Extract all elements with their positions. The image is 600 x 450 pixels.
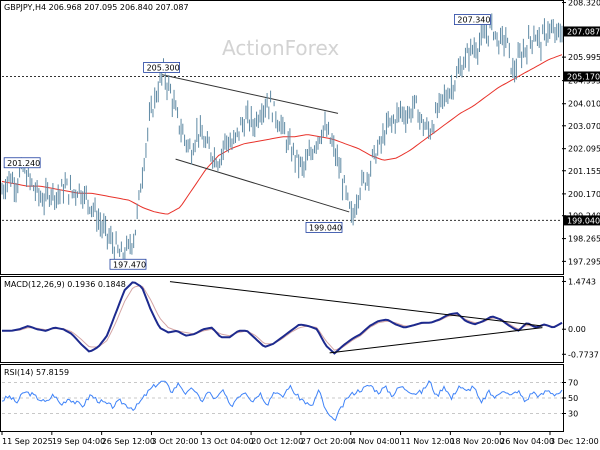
annotation-label: 201.240	[7, 159, 40, 168]
annotation-box	[109, 258, 147, 270]
moving-average-line	[1, 54, 563, 215]
macd-title: MACD(12,26,9) 0.1936 0.1848	[4, 280, 126, 289]
macd-panel	[2, 281, 563, 355]
rsi-y-axis: 70 50 30	[562, 379, 578, 419]
rsi-panel	[1, 380, 563, 422]
annotation-label: 199.040	[309, 223, 342, 232]
rsi-title: RSI(14) 57.8159	[4, 368, 69, 377]
x-tick-label: 13 Oct 04:00	[201, 437, 253, 446]
level-price-label: 199.040	[567, 216, 600, 225]
main-y-tick-label: 198.265	[568, 235, 600, 244]
x-tick-label: 18 Nov 20:00	[450, 437, 504, 446]
macd-y-tick-label: 1.4743	[568, 277, 596, 286]
x-tick-label: 4 Nov 04:00	[351, 437, 400, 446]
main-y-tick-label: 201.155	[568, 167, 600, 176]
annotation-box	[3, 157, 41, 169]
macd-y-tick-label: -0.7737	[568, 350, 599, 359]
x-tick-label: 11 Sep 2025	[2, 437, 53, 446]
main-y-tick-label: 205.995	[568, 53, 600, 62]
x-tick-label: 26 Sep 12:00	[102, 437, 155, 446]
rsi-line	[1, 380, 563, 422]
main-y-axis: 208.320205.995204.995204.010203.070202.0…	[562, 0, 600, 266]
rsi-y-tick-label: 70	[568, 379, 578, 388]
main-y-tick-label: 203.070	[568, 122, 600, 131]
annotation-box	[453, 14, 491, 25]
x-tick-label: 19 Sep 04:00	[52, 437, 105, 446]
ma-line	[1, 54, 563, 215]
current-price-label: 207.087	[567, 27, 600, 36]
annotation-box	[305, 222, 343, 233]
main-y-tick-label: 202.095	[568, 145, 600, 154]
level-price-label: 205.170	[567, 72, 600, 81]
channel-lines	[161, 74, 350, 213]
main-y-tick-label: 197.295	[568, 257, 600, 266]
main-y-tick-label: 200.170	[568, 190, 600, 199]
main-level-lines	[2, 75, 562, 221]
channel-line	[161, 74, 339, 114]
x-tick-label: 20 Oct 12:00	[251, 437, 303, 446]
macd-y-tick-label: 0.00	[568, 325, 586, 334]
macd-triangle-line	[169, 281, 543, 327]
current-price-box	[564, 26, 600, 37]
rsi-y-tick-label: 50	[568, 394, 578, 403]
price-annotations: 207.340 205.300 201.240 199.040 197.470	[3, 14, 491, 270]
x-tick-label: 3 Dec 12:00	[550, 437, 599, 446]
macd-signal-line	[2, 285, 563, 351]
watermark: ActionForex	[222, 36, 339, 60]
x-tick-label: 3 Oct 20:00	[151, 437, 198, 446]
annotation-box	[143, 62, 181, 73]
rsi-y-tick-label: 30	[568, 410, 578, 419]
x-tick-label: 27 Oct 20:00	[301, 437, 353, 446]
macd-line	[2, 281, 563, 355]
macd-triangle-line	[329, 327, 543, 354]
main-y-tick-label: 204.010	[568, 100, 600, 109]
price-bars	[1, 13, 563, 267]
x-tick-label: 11 Nov 12:00	[401, 437, 455, 446]
level-price-box	[564, 71, 600, 82]
annotation-label: 207.340	[457, 16, 490, 25]
annotation-label: 205.300	[147, 63, 180, 72]
level-price-box	[564, 215, 600, 226]
x-tick-label: 26 Nov 04:00	[500, 437, 554, 446]
annotation-label: 197.470	[113, 260, 146, 269]
main-chart-title: GBPJPY,H4 206.968 207.095 206.840 207.08…	[4, 3, 189, 12]
main-y-tick-label: 208.320	[568, 0, 600, 8]
channel-line	[175, 158, 350, 213]
macd-y-axis: 1.4743 0.00 -0.7737	[562, 277, 599, 359]
